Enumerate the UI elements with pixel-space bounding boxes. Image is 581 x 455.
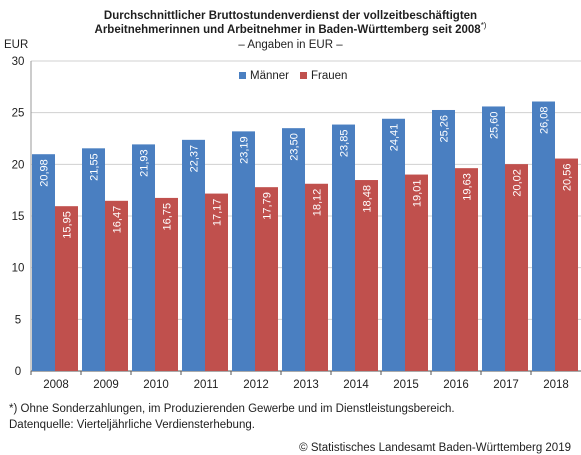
bar-frauen (355, 180, 378, 371)
bar-frauen (155, 197, 178, 371)
bar-value-label: 23,19 (239, 136, 251, 164)
legend-label: Frauen (311, 70, 347, 82)
x-tick-label: 2009 (93, 379, 119, 391)
x-tick-label: 2016 (443, 379, 469, 391)
bar-value-label: 17,79 (262, 192, 274, 220)
bar-value-label: 18,12 (312, 189, 324, 217)
y-axis-unit: EUR (4, 39, 29, 51)
legend-swatch (300, 72, 307, 79)
bar-maenner (382, 118, 405, 371)
bar-maenner (232, 131, 255, 371)
bar-value-label: 16,75 (162, 203, 174, 231)
legend-swatch (239, 72, 246, 79)
bar-frauen (505, 164, 528, 371)
x-tick-label: 2008 (43, 379, 69, 391)
chart-title-line-2: Arbeitnehmerinnen und Arbeitnehmer in Ba… (0, 21, 581, 37)
bar-maenner (32, 154, 55, 371)
y-tick-label: 25 (12, 108, 25, 120)
bar-value-label: 20,02 (512, 169, 524, 197)
bar-frauen (255, 187, 278, 371)
bar-value-label: 23,50 (289, 133, 301, 161)
bar-frauen (55, 206, 78, 371)
bar-frauen (455, 168, 478, 371)
bar-frauen (205, 193, 228, 371)
bar-frauen (305, 183, 328, 371)
bar-maenner (182, 139, 205, 371)
y-tick-label: 30 (12, 56, 25, 68)
bar-value-label: 20,98 (39, 159, 51, 187)
bar-value-label: 19,01 (412, 180, 424, 208)
bar-value-label: 15,95 (62, 211, 74, 239)
bar-value-label: 21,93 (139, 149, 151, 177)
bar-value-label: 18,48 (362, 185, 374, 213)
bar-frauen (105, 200, 128, 371)
bar-value-label: 22,37 (189, 145, 201, 173)
bar-value-label: 26,08 (539, 107, 551, 135)
title-footnote-marker: *) (480, 21, 487, 31)
y-tick-label: 10 (12, 263, 25, 275)
bar-chart: 0 5 10 15 20 25 30 20,98 15,95 2008 21,55 16,47 2009… (12, 56, 581, 391)
legend-label: Männer (250, 70, 289, 82)
bar-value-label: 19,63 (462, 173, 474, 201)
chart-title-text: Arbeitnehmerinnen und Arbeitnehmer in Ba… (94, 24, 481, 36)
bar-value-label: 25,26 (439, 115, 451, 143)
data-source: Datenquelle: Vierteljährliche Verdienste… (9, 419, 255, 431)
chart-title-line-1: Durchschnittlicher Bruttostundenverdiens… (103, 10, 478, 22)
x-tick-label: 2010 (143, 379, 169, 391)
bar-value-label: 21,55 (89, 153, 101, 181)
bar-maenner (482, 106, 505, 371)
x-tick-label: 2012 (243, 379, 269, 391)
bar-value-label: 20,56 (562, 164, 574, 192)
y-tick-label: 20 (12, 159, 25, 171)
bar-frauen (555, 158, 578, 371)
x-tick-label: 2015 (393, 379, 419, 391)
bar-maenner (132, 144, 155, 371)
bar-value-label: 16,47 (112, 206, 124, 234)
bar-maenner (532, 101, 555, 372)
bar-maenner (82, 148, 105, 371)
bar-value-label: 23,85 (339, 130, 351, 158)
chart-subtitle: – Angaben in EUR – (238, 39, 343, 51)
bar-value-label: 24,41 (389, 124, 401, 152)
copyright: © Statistisches Landesamt Baden-Württemb… (299, 442, 571, 454)
x-tick-label: 2017 (493, 379, 519, 391)
y-tick-label: 15 (12, 211, 25, 223)
x-tick-label: 2013 (293, 379, 319, 391)
bar-value-label: 17,17 (212, 199, 224, 227)
bar-frauen (405, 174, 428, 371)
bar-maenner (332, 124, 355, 371)
bar-maenner (282, 128, 305, 371)
y-tick-label: 0 (15, 366, 21, 378)
y-tick-label: 5 (15, 314, 21, 326)
bar-value-label: 25,60 (489, 111, 501, 139)
bar-maenner (432, 109, 455, 371)
x-tick-label: 2018 (543, 379, 569, 391)
footnote: *) Ohne Sonderzahlungen, im Produzierend… (9, 403, 455, 415)
x-tick-label: 2011 (194, 379, 219, 391)
x-tick-label: 2014 (343, 379, 369, 391)
